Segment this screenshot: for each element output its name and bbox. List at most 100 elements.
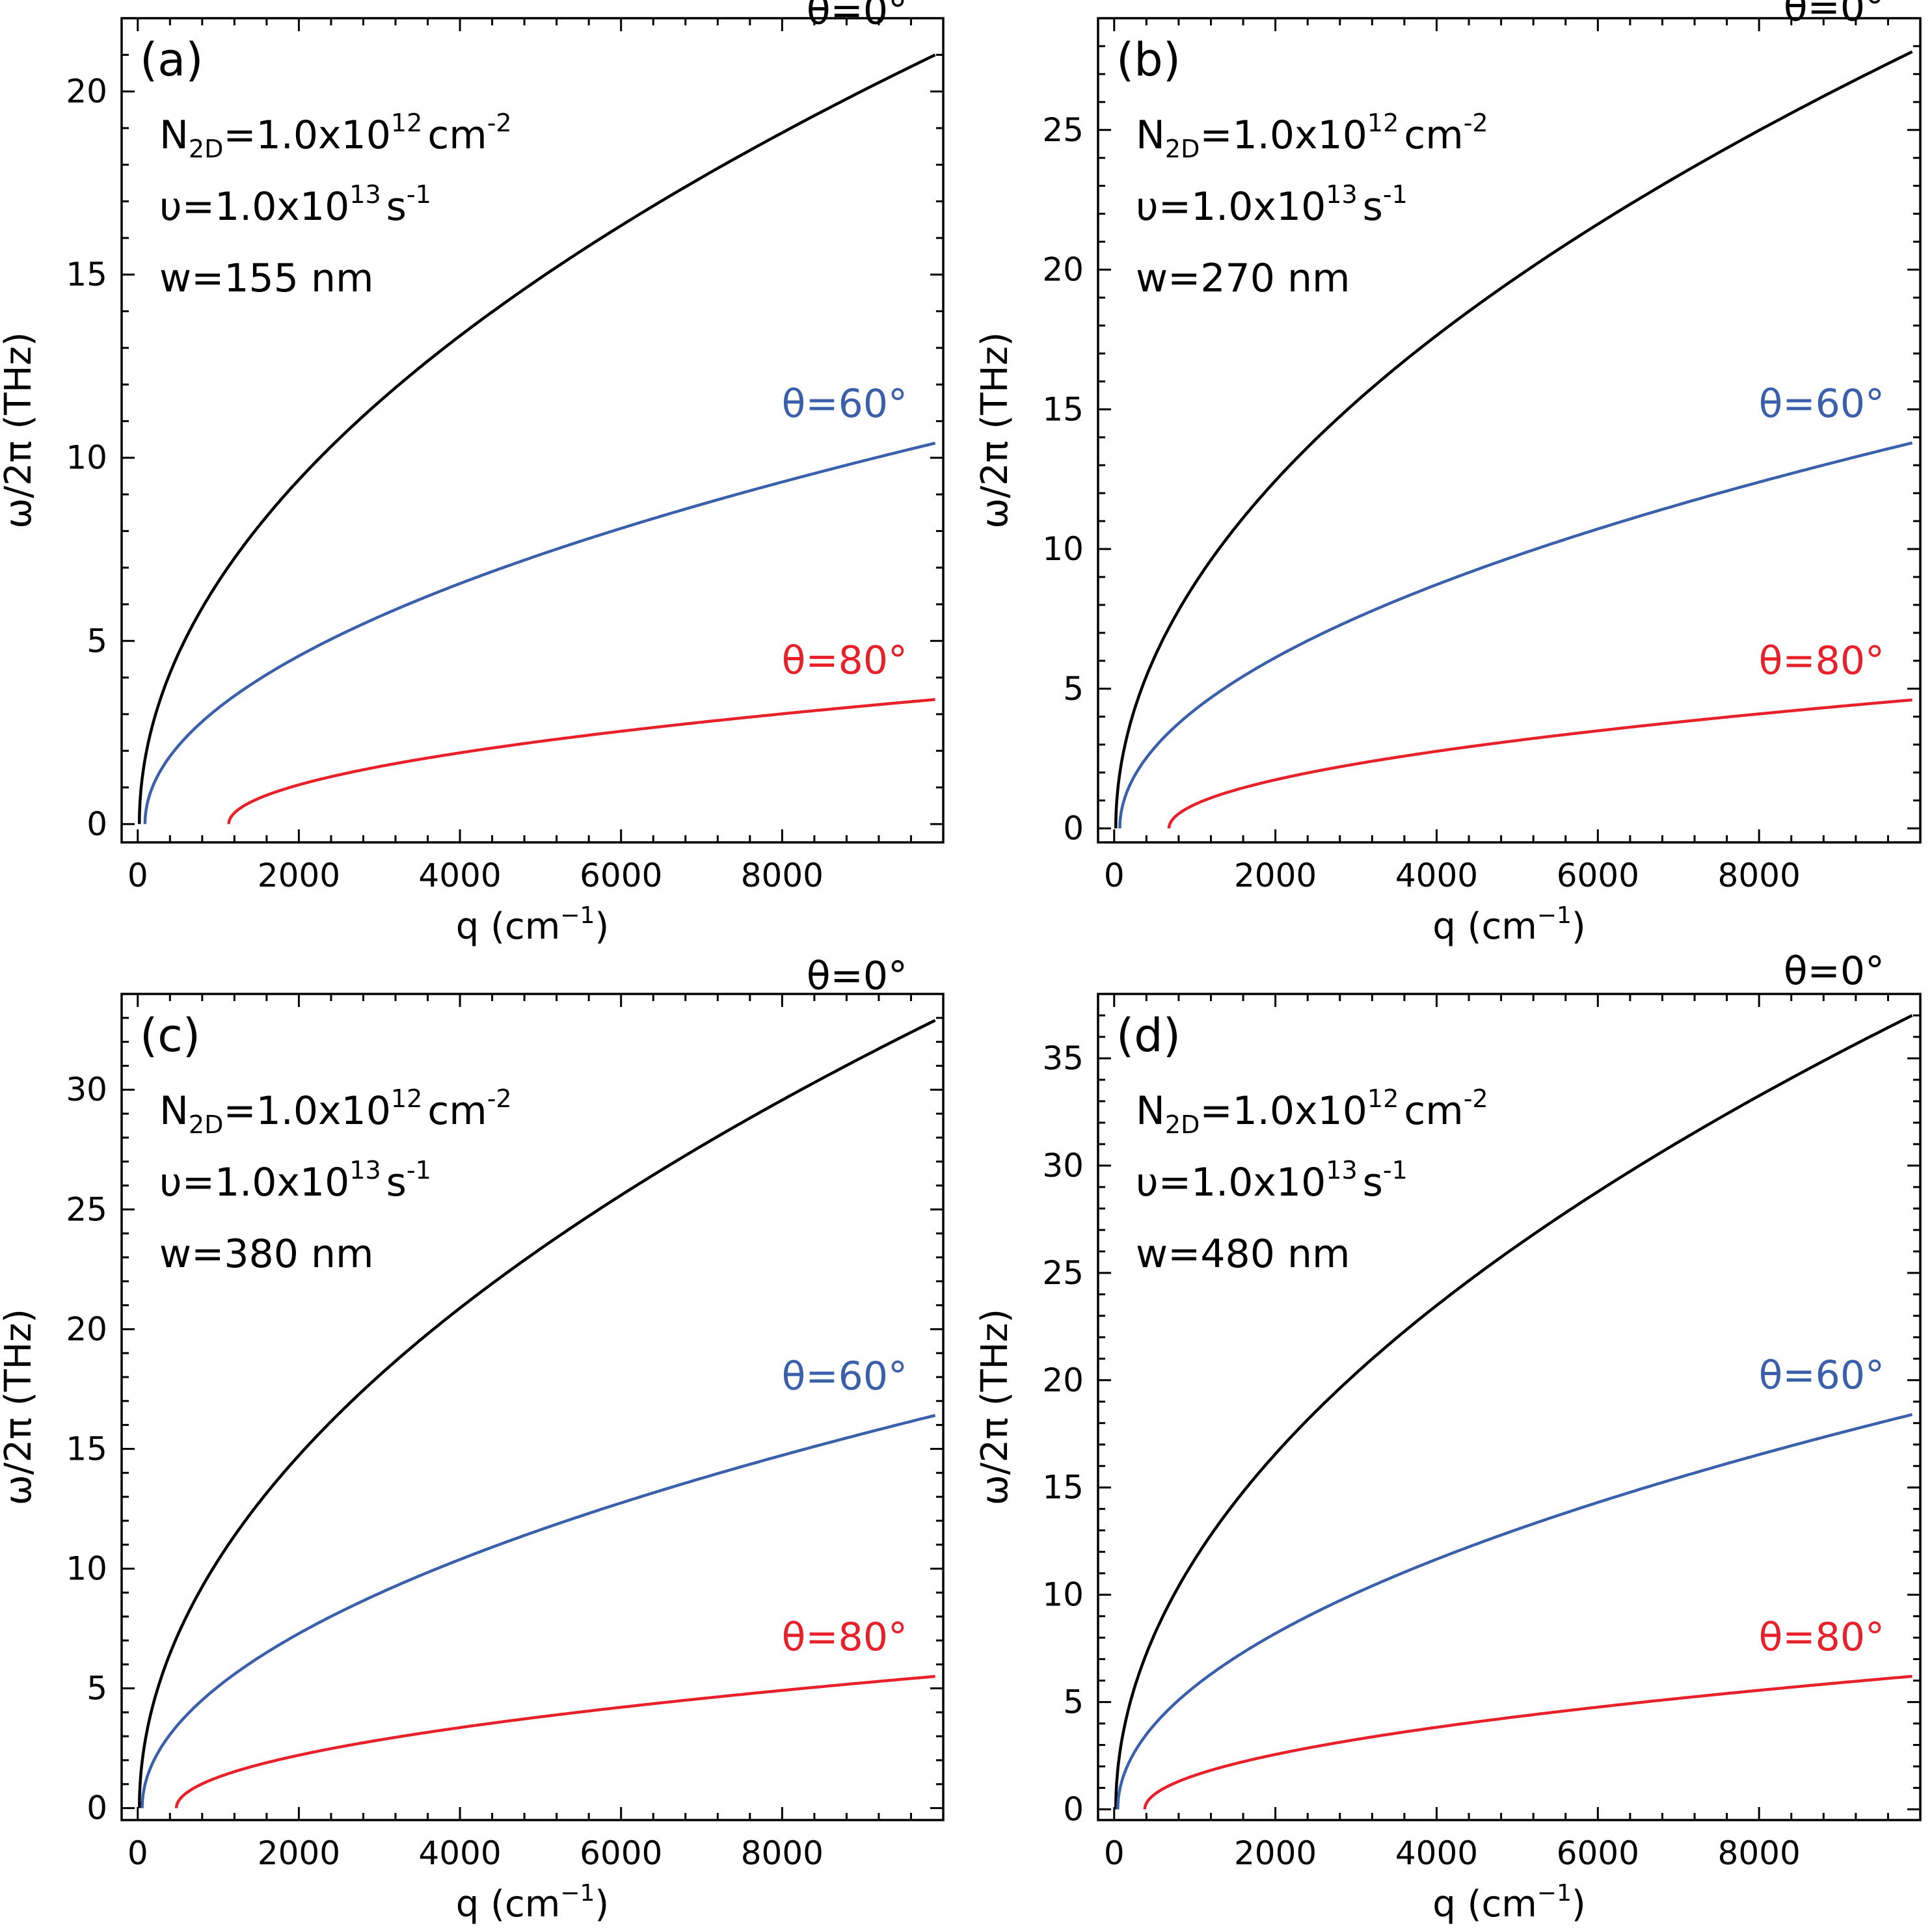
series-label: θ=80° [1759,1615,1885,1660]
series-line-theta-80 [1143,1674,1912,1810]
chart-panel-b: 0 2000 4000 6000 8000 0 5 10 15 20 25 q (cm−1) ω/2π … [974,0,1922,948]
density-sup: 12 [1367,1084,1399,1113]
y-tick-label: 20 [1042,251,1084,289]
density-unit: cm [427,1088,487,1134]
width-param: w=155 nm [159,256,373,301]
y-axis-label: ω/2π (THz) [974,332,1016,528]
chart-panel-c: 0 2000 4000 6000 8000 0 5 10 15 20 25 30 q (cm−1) ω/2… [0,953,945,1925]
y-tick-label: 20 [1042,1361,1084,1399]
y-tick-label: 10 [1042,1576,1084,1614]
y-tick-label: 10 [66,439,107,477]
x-tick-label: 6000 [1557,857,1639,894]
chart-panel-d: 0 2000 4000 6000 8000 0 5 10 15 20 25 30 35 q (cm−1) ω… [974,948,1922,1925]
scattering-rate-param: υ=1.0x1013 s-1 [159,1156,431,1205]
density-unit-sup: -2 [487,1084,512,1113]
x-axis-label-close: ) [1572,905,1586,948]
series-line-theta-0 [1114,50,1913,829]
y-tick-label: 25 [1042,111,1084,149]
y-tick-label: 20 [66,73,107,111]
y-tick-label: 0 [1063,810,1084,848]
x-axis-label: q (cm−1) [1432,1880,1585,1925]
rate-main: υ=1.0x10 [159,1160,349,1205]
density-unit: cm [1404,113,1463,158]
density-sub: 2D [189,135,223,163]
x-tick-label: 8000 [741,857,824,894]
x-axis-label-text: q (cm [1432,905,1537,948]
series-line-theta-60 [141,1414,936,1808]
rate-unit-sup: -1 [407,180,431,209]
x-tick-label: 4000 [418,1834,501,1872]
y-tick-label: 0 [87,805,107,843]
density-mid: =1.0x10 [223,113,391,158]
x-axis-label-sup: −1 [560,1880,595,1907]
density-mid: =1.0x10 [223,1088,391,1134]
series-line-theta-80 [1167,698,1912,830]
plot-frame [1097,17,1922,844]
y-tick-label: 15 [66,1430,107,1468]
x-axis-label-sup: −1 [560,902,595,929]
series-label: θ=0° [807,0,907,33]
density-sub: 2D [1165,1110,1200,1139]
y-axis-label: ω/2π (THz) [0,1309,40,1505]
y-tick-label: 0 [87,1789,107,1827]
x-tick-label: 0 [127,857,148,894]
series-line-theta-60 [143,442,936,824]
plot-frame [1097,993,1922,1821]
width-param: w=380 nm [159,1231,373,1277]
y-axis-label: ω/2π (THz) [0,332,40,528]
scattering-rate-param: υ=1.0x1013 s-1 [1136,180,1408,230]
series-label: θ=80° [782,1615,907,1660]
x-tick-label: 6000 [1557,1834,1639,1872]
y-tick-label: 35 [1042,1039,1084,1077]
x-tick-label: 4000 [418,857,501,894]
y-axis-label: ω/2π (THz) [974,1309,1016,1505]
panel-label: (a) [140,33,204,87]
rate-unit: s [386,1160,407,1205]
series-line-theta-60 [1116,1413,1913,1810]
rate-unit-sup: -1 [1383,180,1408,209]
series-label: θ=80° [1759,638,1885,684]
y-tick-label: 15 [1042,1469,1084,1507]
x-axis-label-close: ) [595,905,609,948]
y-tick-label: 30 [1042,1147,1084,1185]
density-sup: 12 [1367,109,1399,137]
x-tick-label: 2000 [258,857,340,894]
x-tick-label: 8000 [1718,857,1801,894]
x-tick-label: 2000 [258,1834,340,1872]
series-line-theta-80 [174,1674,935,1810]
rate-main: υ=1.0x10 [1136,184,1326,230]
x-tick-label: 0 [1104,857,1125,894]
y-tick-label: 15 [66,256,107,293]
density-param: N2D=1.0x1012 cm-2 [159,109,512,163]
rate-unit: s [386,184,407,230]
x-axis-label-close: ) [1572,1883,1586,1925]
y-tick-label: 20 [66,1310,107,1348]
scattering-rate-param: υ=1.0x1013 s-1 [159,180,431,230]
density-sub: 2D [1165,135,1200,163]
rate-unit: s [1363,1160,1383,1205]
series-label: θ=0° [1784,948,1885,994]
density-param: N2D=1.0x1012 cm-2 [159,1084,512,1139]
series-label: θ=0° [807,953,907,999]
density-main: N [159,113,189,158]
density-mid: =1.0x10 [1200,1088,1367,1134]
x-tick-label: 0 [1104,1834,1125,1872]
series-line-theta-0 [1114,1013,1913,1810]
density-main: N [1136,113,1165,158]
width-param: w=480 nm [1136,1231,1350,1277]
width-param: w=270 nm [1136,256,1350,301]
density-param: N2D=1.0x1012 cm-2 [1136,1084,1488,1139]
density-unit: cm [427,113,487,158]
series-label: θ=60° [1759,1353,1885,1399]
rate-main: υ=1.0x10 [1136,1160,1326,1205]
y-tick-label: 5 [87,622,107,660]
panel-label: (d) [1116,1009,1181,1062]
y-tick-label: 15 [1042,390,1084,428]
y-tick-label: 5 [87,1670,107,1708]
plot-frame [120,17,945,844]
density-sup: 12 [391,109,422,137]
rate-sup: 13 [349,1156,381,1185]
density-sup: 12 [391,1084,422,1113]
density-sub: 2D [189,1110,223,1139]
